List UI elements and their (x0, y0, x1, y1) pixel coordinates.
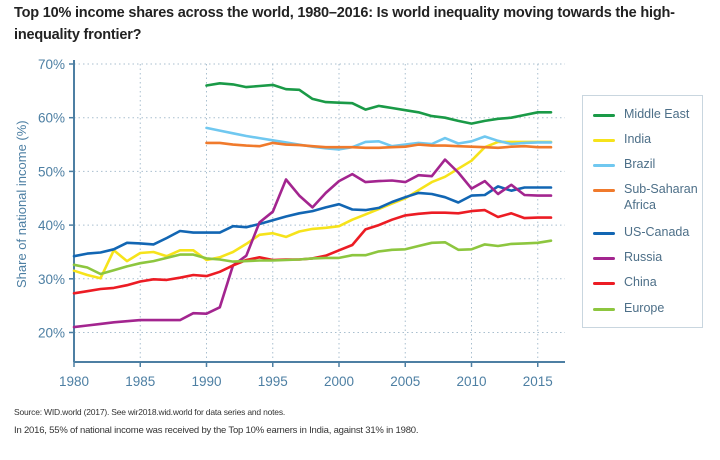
legend-item-us-canada: US-Canada (593, 224, 704, 240)
axes (69, 60, 565, 367)
legend-item-middle-east: Middle East (593, 106, 704, 122)
series-line-india (72, 140, 553, 280)
legend-label: US-Canada (624, 225, 690, 239)
legend-swatch (593, 139, 615, 142)
series-line-middle-east (205, 82, 553, 125)
x-tick-label: 2015 (523, 374, 553, 389)
x-tick-label: 1985 (125, 374, 155, 389)
legend-label: China (624, 275, 657, 289)
legend-swatch (593, 114, 615, 117)
legend-item-brazil: Brazil (593, 156, 704, 172)
legend-label: Sub-Saharan Africa (624, 182, 698, 212)
legend-swatch (593, 189, 615, 192)
source-note: Source: WID.world (2017). See wir2018.wi… (14, 407, 286, 417)
legend-label: Middle East (624, 107, 690, 121)
x-tick-label: 2000 (324, 374, 354, 389)
x-tick-label: 1980 (59, 374, 89, 389)
legend: Middle East India Brazil Sub-Saharan Africa… (582, 95, 703, 328)
x-tick-label: 1990 (191, 374, 221, 389)
legend-swatch (593, 282, 615, 285)
legend-item-india: India (593, 131, 704, 147)
y-tick-label: 60% (38, 111, 65, 126)
x-tick-label: 1995 (258, 374, 288, 389)
legend-label: Brazil (624, 157, 656, 171)
y-tick-label: 50% (38, 164, 65, 179)
series-lines (72, 82, 553, 329)
y-tick-label: 30% (38, 272, 65, 287)
legend-swatch (593, 257, 615, 260)
legend-item-russia: Russia (593, 249, 704, 265)
series-line-brazil (205, 126, 553, 151)
chart-title: Top 10% income shares across the world, … (14, 5, 675, 43)
x-tick-label: 2005 (390, 374, 420, 389)
legend-label: Russia (624, 250, 663, 264)
legend-swatch (593, 164, 615, 167)
legend-label: Europe (624, 301, 665, 315)
legend-item-europe: Europe (593, 300, 704, 316)
series-line-us-canada (72, 185, 553, 258)
legend-swatch (593, 308, 615, 311)
y-tick-label: 70% (38, 57, 65, 72)
series-line-europe (72, 239, 553, 276)
legend-label: India (624, 132, 652, 146)
caption-note: In 2016, 55% of national income was rece… (14, 425, 419, 436)
series-line-sub-saharan-africa (205, 141, 553, 150)
y-tick-label: 40% (38, 218, 65, 233)
series-line-russia (72, 158, 553, 329)
y-tick-label: 20% (38, 326, 65, 341)
x-tick-label: 2010 (456, 374, 486, 389)
legend-swatch (593, 232, 615, 235)
tick-labels: 20% 30% 40% 50% 60% 70% 1980 1985 1990 1995 2000 20… (38, 57, 553, 389)
legend-item-china: China (593, 274, 704, 290)
legend-item-sub-saharan-africa: Sub-Saharan Africa (593, 181, 704, 213)
